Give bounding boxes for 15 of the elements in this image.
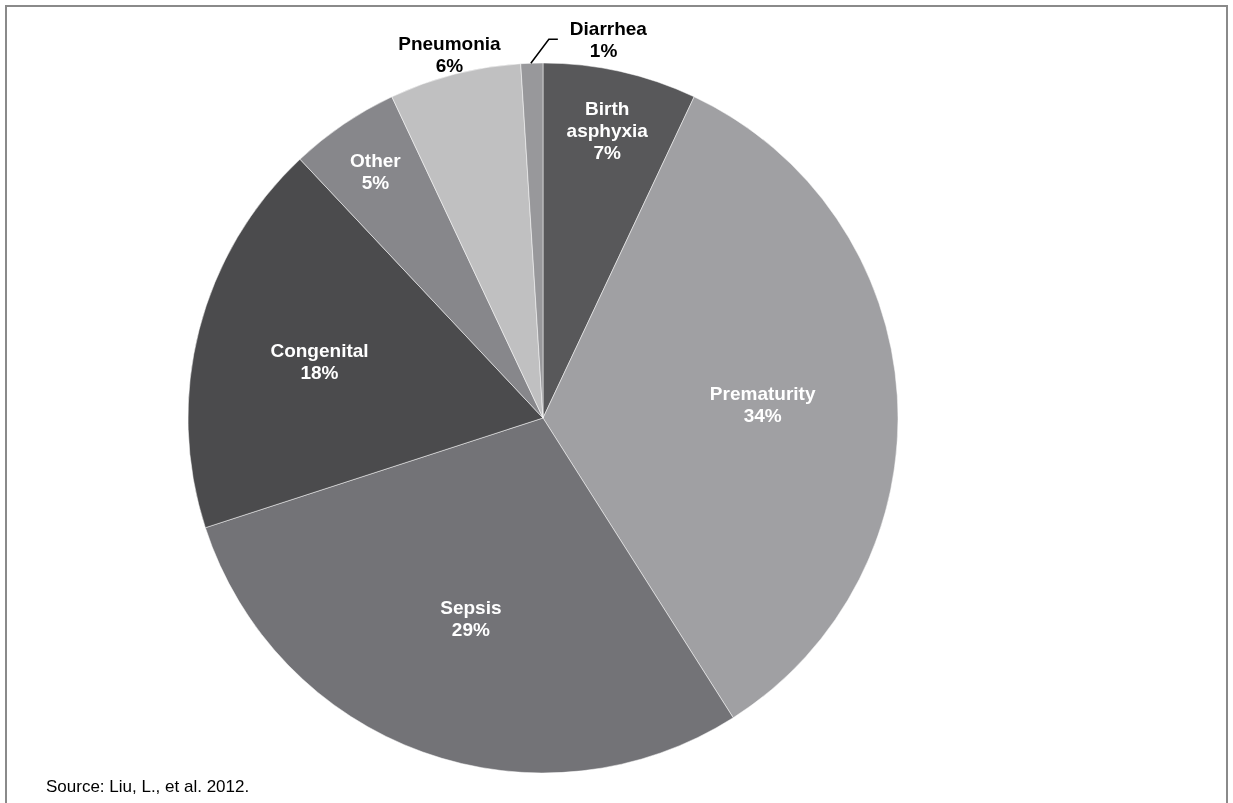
- data-label: 1%: [589, 40, 618, 62]
- slice-label: Congenital: [270, 339, 369, 361]
- slice-label: Prematurity: [709, 383, 816, 405]
- data-label: 6%: [435, 54, 464, 76]
- source-note: Source: Liu, L., et al. 2012.: [46, 777, 250, 796]
- data-label: 7%: [593, 142, 622, 164]
- data-label: 29%: [451, 619, 490, 641]
- data-label: 34%: [743, 405, 782, 427]
- slice-label: Sepsis: [440, 597, 502, 619]
- data-label: 5%: [361, 172, 390, 194]
- slice-label: Birth asphyxia: [566, 98, 649, 142]
- slice-label: Pneumonia: [398, 32, 502, 54]
- slice-label: Diarrhea: [569, 18, 648, 40]
- data-label: 18%: [300, 361, 339, 383]
- slice-label: Other: [350, 150, 402, 172]
